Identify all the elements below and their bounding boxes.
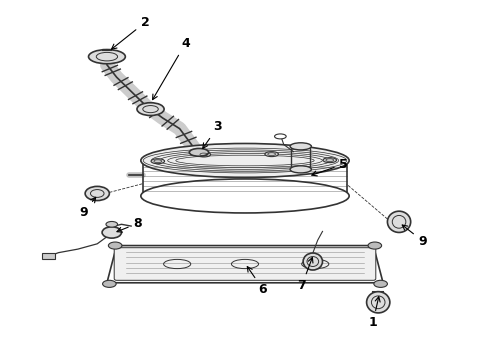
Ellipse shape <box>265 152 278 157</box>
Text: 1: 1 <box>368 297 380 329</box>
Ellipse shape <box>368 242 382 249</box>
Text: 7: 7 <box>297 257 313 292</box>
Ellipse shape <box>85 186 109 201</box>
Text: 6: 6 <box>247 267 267 296</box>
Polygon shape <box>107 246 383 283</box>
Text: 4: 4 <box>152 37 190 100</box>
Ellipse shape <box>290 143 311 150</box>
Ellipse shape <box>137 103 164 116</box>
Ellipse shape <box>108 242 122 249</box>
Ellipse shape <box>388 211 411 233</box>
Ellipse shape <box>303 253 322 270</box>
Ellipse shape <box>197 152 211 157</box>
Text: 5: 5 <box>312 158 348 176</box>
Ellipse shape <box>102 280 116 287</box>
Text: 9: 9 <box>79 197 96 219</box>
Ellipse shape <box>89 50 125 64</box>
Ellipse shape <box>141 144 349 177</box>
Ellipse shape <box>367 292 390 313</box>
Ellipse shape <box>151 159 165 164</box>
Ellipse shape <box>106 221 118 227</box>
Ellipse shape <box>290 166 311 173</box>
Ellipse shape <box>274 134 286 139</box>
Ellipse shape <box>102 227 122 238</box>
Ellipse shape <box>323 158 337 163</box>
Ellipse shape <box>141 179 349 213</box>
FancyBboxPatch shape <box>114 248 376 280</box>
Ellipse shape <box>374 280 388 287</box>
Text: 2: 2 <box>112 16 149 49</box>
Bar <box>42 253 55 259</box>
Polygon shape <box>143 161 347 196</box>
Text: 3: 3 <box>203 120 222 148</box>
Text: 9: 9 <box>402 225 427 248</box>
Text: 8: 8 <box>117 217 142 232</box>
Ellipse shape <box>189 148 209 156</box>
